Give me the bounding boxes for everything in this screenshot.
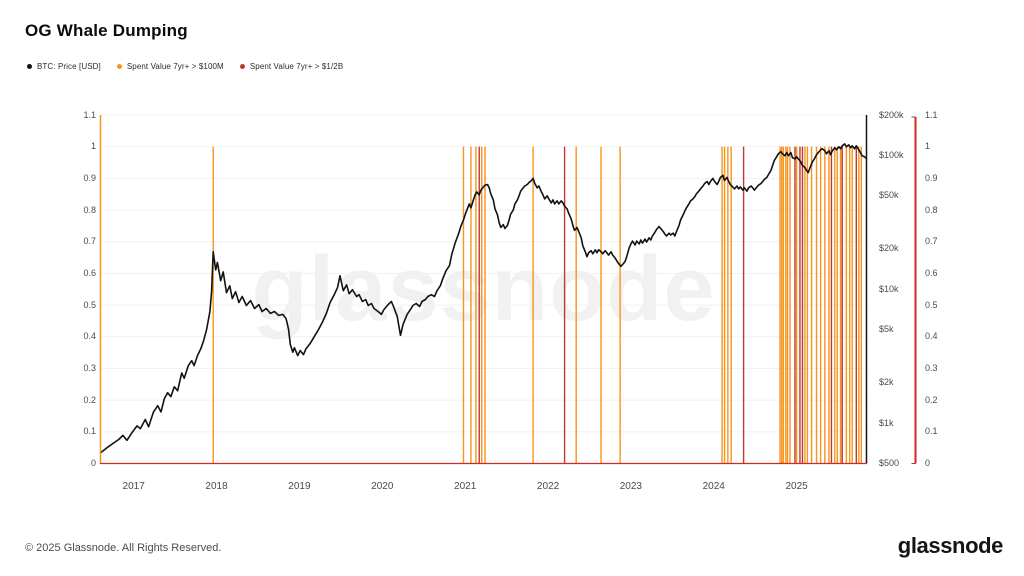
x-axis-year-label: 2020 bbox=[371, 481, 394, 492]
far-right-axis-tick-label: 0.4 bbox=[925, 331, 938, 342]
legend-item-spent-value-7yr-1-2b[interactable]: Spent Value 7yr+ > $1/2B bbox=[239, 62, 344, 71]
left-axis-tick-label: 0.8 bbox=[83, 204, 96, 215]
left-axis-tick-label: 0.3 bbox=[83, 362, 96, 373]
price-axis-tick-label: $10k bbox=[879, 283, 899, 294]
far-right-axis-tick-label: 0.7 bbox=[925, 236, 938, 247]
legend-dot-spent-value-7yr-1-2b bbox=[239, 64, 245, 69]
left-axis-tick-label: 0.5 bbox=[83, 299, 96, 310]
left-axis-tick-label: 1 bbox=[90, 141, 96, 152]
x-axis-year-label: 2025 bbox=[785, 481, 808, 492]
left-axis-tick-label: 0.4 bbox=[83, 331, 96, 342]
page-title: OG Whale Dumping bbox=[25, 21, 188, 40]
x-axis-year-label: 2024 bbox=[702, 481, 725, 492]
price-axis-tick-label: $20k bbox=[879, 243, 899, 254]
legend-label: BTC: Price [USD] bbox=[37, 62, 101, 71]
chart-legend: BTC: Price [USD] Spent Value 7yr+ > $100M… bbox=[27, 62, 359, 71]
legend-label: Spent Value 7yr+ > $100M bbox=[126, 62, 224, 71]
left-axis-tick-label: 1.1 bbox=[83, 109, 96, 120]
far-right-axis-tick-label: 0.8 bbox=[925, 204, 938, 215]
far-right-axis-tick-label: 0.1 bbox=[925, 426, 938, 437]
x-axis-year-label: 2017 bbox=[122, 481, 145, 492]
price-axis-tick-label: $1k bbox=[879, 417, 894, 428]
price-axis-tick-label: $2k bbox=[879, 377, 894, 388]
legend-item-btc-price-usd[interactable]: BTC: Price [USD] bbox=[27, 62, 101, 71]
far-right-axis-tick-label: 0.2 bbox=[925, 394, 938, 405]
far-right-axis-tick-label: 0 bbox=[925, 458, 931, 468]
x-axis-year-label: 2019 bbox=[288, 481, 311, 492]
legend-label: Spent Value 7yr+ > $1/2B bbox=[249, 62, 344, 71]
far-right-axis-tick-label: 0.6 bbox=[925, 267, 938, 278]
legend-item-spent-value-7yr-100m[interactable]: Spent Value 7yr+ > $100M bbox=[116, 62, 224, 71]
left-axis-tick-label: 0 bbox=[90, 458, 96, 468]
copyright-text: © 2025 Glassnode. All Rights Reserved. bbox=[25, 542, 222, 554]
price-axis-tick-label: $100k bbox=[879, 149, 904, 160]
price-axis-tick-label: $200k bbox=[879, 109, 904, 120]
far-right-axis-tick-label: 0.3 bbox=[925, 362, 938, 373]
left-axis-tick-label: 0.6 bbox=[83, 267, 96, 278]
legend-dot-spent-value-7yr-100m bbox=[116, 64, 122, 69]
legend-dot-btc-price-usd bbox=[27, 64, 32, 69]
left-axis-tick-label: 0.9 bbox=[83, 172, 96, 183]
glassnode-logo[interactable]: glassnode bbox=[897, 533, 1004, 558]
price-axis-tick-label: $500 bbox=[879, 458, 900, 468]
far-right-axis-tick-label: 0.9 bbox=[925, 172, 938, 183]
left-axis-tick-label: 0.1 bbox=[83, 426, 96, 437]
x-axis-year-label: 2022 bbox=[536, 481, 560, 492]
x-axis-year-label: 2023 bbox=[619, 481, 642, 492]
x-axis-year-label: 2018 bbox=[205, 481, 228, 492]
left-axis-tick-label: 0.7 bbox=[83, 236, 96, 247]
left-axis-tick-label: 0.2 bbox=[83, 394, 96, 405]
far-right-axis-tick-label: 0.5 bbox=[925, 299, 938, 310]
price-axis-tick-label: $5k bbox=[879, 324, 894, 335]
far-right-axis-tick-label: 1.1 bbox=[925, 109, 938, 120]
price-axis-tick-label: $50k bbox=[879, 190, 899, 201]
far-right-axis-tick-label: 1 bbox=[925, 141, 931, 152]
btc-price-line bbox=[99, 143, 868, 454]
x-axis-year-label: 2021 bbox=[454, 481, 477, 492]
